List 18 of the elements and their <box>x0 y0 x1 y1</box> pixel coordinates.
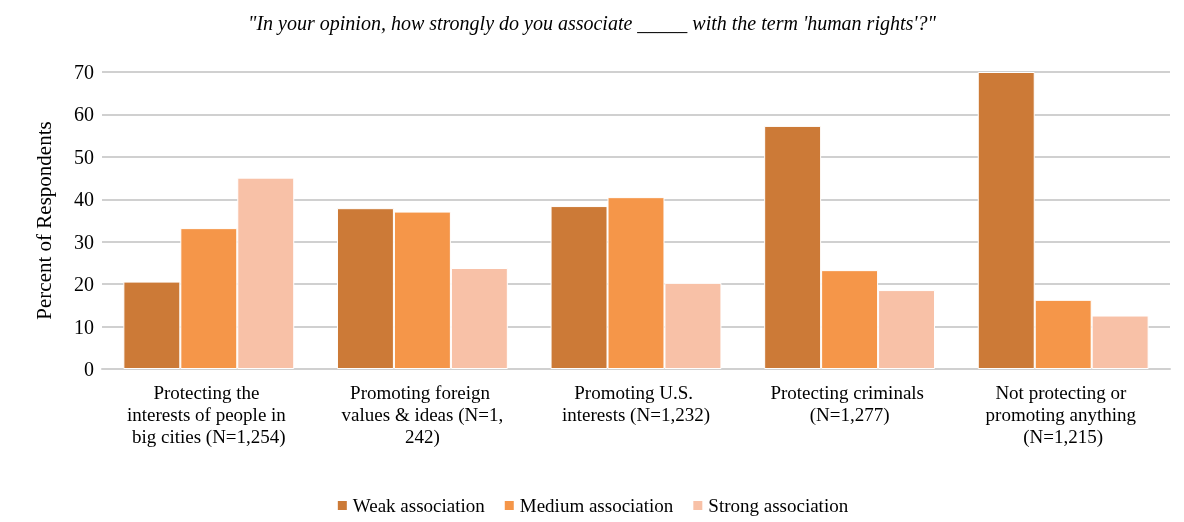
y-tick-label: 40 <box>74 188 94 211</box>
y-tick-label: 70 <box>74 61 94 83</box>
y-axis-title: Percent of Respondents <box>31 121 56 320</box>
x-tick-label: Promoting foreign values & ideas (N=1,242) <box>341 381 504 448</box>
x-tick-label: Protecting the interests of people in big cities (N=1,254) <box>127 381 291 448</box>
y-tick-label: 30 <box>74 230 94 253</box>
y-tick-label: 10 <box>74 315 94 338</box>
y-tick-label: 60 <box>74 103 94 126</box>
x-tick-label: Not protecting or promoting anything (N=1,215) <box>985 381 1141 448</box>
x-tick-label: Protecting criminals (N=1,277) <box>770 381 929 426</box>
legend-label: Medium association <box>519 495 674 516</box>
y-tick-label: 0 <box>84 358 94 380</box>
y-tick-label: 20 <box>74 273 94 296</box>
x-tick-label: Promoting U.S. interests (N=1,232) <box>562 381 710 426</box>
legend-label: Weak association <box>352 495 486 516</box>
chart-title: "In your opinion, how strongly do you associate _____ with the term 'human rights'?" <box>248 12 937 35</box>
legend-label: Strong association <box>708 495 849 516</box>
y-tick-label: 50 <box>74 145 94 168</box>
